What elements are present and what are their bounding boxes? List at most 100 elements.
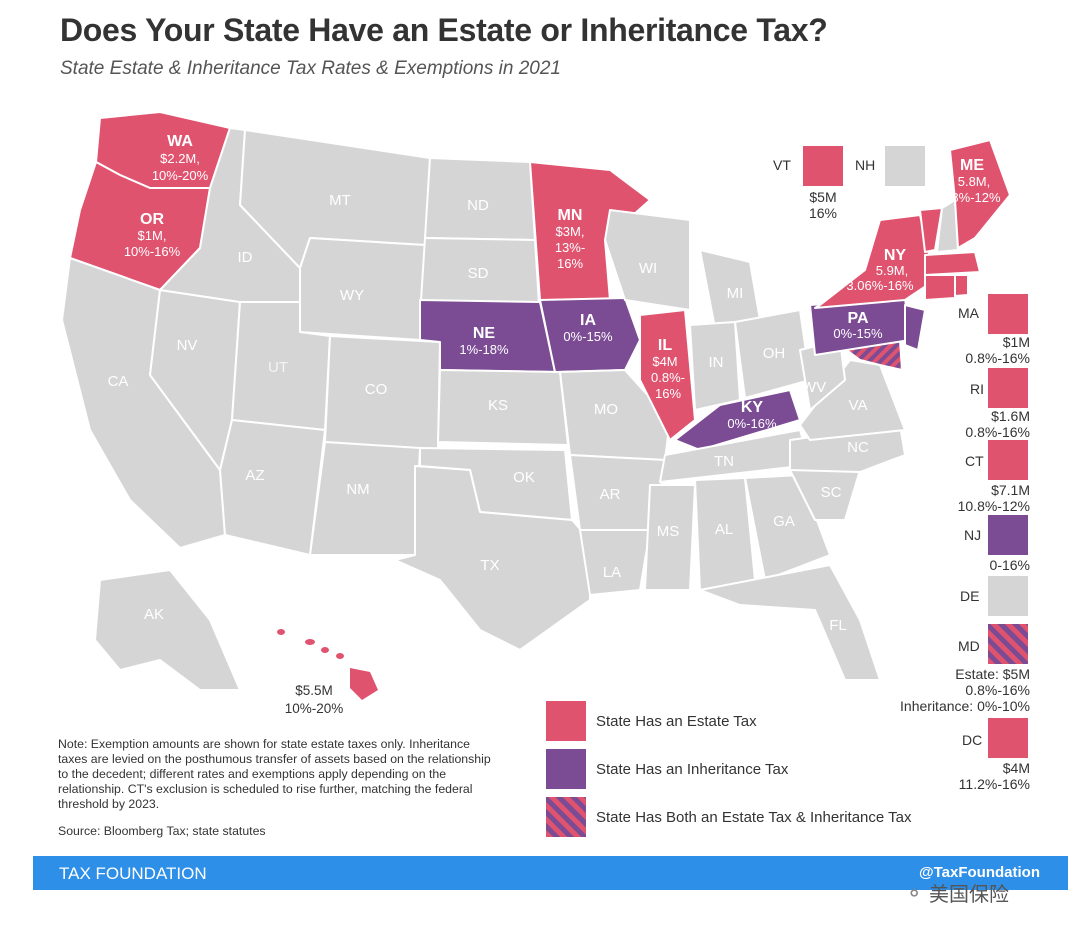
label-mn-l3: 16% bbox=[557, 256, 583, 271]
label-wi: WI bbox=[639, 260, 657, 277]
side-ct-swatch bbox=[988, 440, 1028, 480]
label-wa-l2: 10%-20% bbox=[152, 168, 209, 183]
side-ct-l2: 10.8%-12% bbox=[957, 498, 1030, 514]
state-ct bbox=[924, 274, 956, 301]
side-ma-l1: $1M bbox=[1002, 334, 1030, 350]
page-title: Does Your State Have an Estate or Inheri… bbox=[60, 12, 828, 48]
note-text: Note: Exemption amounts are shown for st… bbox=[58, 737, 491, 811]
label-mn-l1: $3M, bbox=[556, 224, 585, 239]
label-tx: TX bbox=[480, 557, 499, 574]
legend-inheritance-swatch bbox=[546, 749, 586, 789]
label-ny-l1: 5.9M, bbox=[876, 263, 909, 278]
label-ak: AK bbox=[144, 606, 164, 623]
label-ia: IA 0%-15% bbox=[563, 312, 613, 344]
legend-estate-swatch bbox=[546, 701, 586, 741]
side-de-abbr: DE bbox=[960, 588, 980, 604]
state-wy bbox=[299, 237, 426, 341]
label-sd: SD bbox=[468, 265, 489, 282]
state-vt bbox=[919, 207, 943, 253]
label-mo: MO bbox=[594, 401, 618, 418]
state-nm bbox=[309, 441, 421, 556]
side-de-swatch bbox=[988, 576, 1028, 616]
side-nj-l1: 0-16% bbox=[989, 557, 1030, 573]
label-ks: KS bbox=[488, 397, 508, 414]
side-vt-abbr: VT bbox=[773, 157, 791, 173]
footer-bar: TAX FOUNDATION @TaxFoundation bbox=[33, 856, 1068, 890]
label-mi: MI bbox=[727, 285, 744, 302]
state-tx bbox=[394, 465, 591, 651]
side-nh-abbr: NH bbox=[855, 157, 876, 173]
state-ma bbox=[924, 251, 981, 276]
label-la: LA bbox=[603, 564, 621, 581]
label-wv: WV bbox=[802, 379, 826, 396]
label-ky: KY 0%-16% bbox=[727, 399, 777, 431]
label-mt: MT bbox=[329, 192, 351, 209]
watermark-icon: ⚬ bbox=[905, 881, 924, 906]
label-wa-l1: $2.2M, bbox=[160, 151, 200, 166]
label-wa: WA $2.2M, 10%-20% bbox=[152, 133, 209, 183]
side-md-abbr: MD bbox=[958, 638, 980, 654]
label-tn: TN bbox=[714, 453, 734, 470]
label-wy: WY bbox=[340, 287, 364, 304]
side-dc-l2: 11.2%-16% bbox=[958, 776, 1030, 792]
label-sc: SC bbox=[821, 484, 842, 501]
label-me: ME 5.8M, 8%-12% bbox=[951, 157, 1001, 205]
legend-estate: State Has an Estate Tax bbox=[546, 701, 757, 741]
state-ny bbox=[814, 214, 936, 309]
watermark-text: 美国保险 bbox=[929, 884, 1009, 906]
label-or: OR $1M, 10%-16% bbox=[124, 211, 181, 259]
state-ak bbox=[94, 569, 241, 691]
label-ne-l1: 1%-18% bbox=[459, 342, 509, 357]
label-al: AL bbox=[715, 521, 733, 538]
state-nj bbox=[904, 304, 926, 351]
label-pa-abbr: PA bbox=[847, 310, 868, 327]
label-ky-abbr: KY bbox=[741, 399, 764, 416]
label-or-abbr: OR bbox=[140, 211, 164, 228]
label-ny-l2: 3.06%-16% bbox=[846, 278, 914, 293]
state-me bbox=[949, 139, 1011, 249]
side-ct-l1: $7.1M bbox=[991, 482, 1030, 498]
side-dc-l1: $4M bbox=[1002, 760, 1030, 776]
label-oh: OH bbox=[763, 345, 786, 362]
state-fl bbox=[699, 564, 881, 681]
label-il-l3: 16% bbox=[655, 386, 681, 401]
label-wa-abbr: WA bbox=[167, 133, 193, 150]
state-hi bbox=[277, 629, 378, 700]
label-fl: FL bbox=[829, 617, 847, 634]
label-hi-l1: $5.5M bbox=[295, 683, 333, 698]
label-ia-l1: 0%-15% bbox=[563, 329, 613, 344]
side-ct-abbr: CT bbox=[965, 453, 984, 469]
label-il: IL $4M 0.8%- 16% bbox=[651, 337, 685, 401]
label-ia-abbr: IA bbox=[580, 312, 596, 329]
state-ri bbox=[954, 274, 969, 297]
side-nh-swatch bbox=[885, 146, 925, 186]
us-map: WA $2.2M, 10%-20% OR $1M, 10%-16% MN $3M… bbox=[61, 111, 1011, 716]
label-mn: MN $3M, 13%- 16% bbox=[555, 207, 585, 271]
side-vt-swatch bbox=[803, 146, 843, 186]
side-ri-l2: 0.8%-16% bbox=[965, 424, 1030, 440]
state-mo bbox=[559, 369, 671, 461]
label-me-l1: 5.8M, bbox=[958, 174, 991, 189]
label-ky-l1: 0%-16% bbox=[727, 416, 777, 431]
source-text: Source: Bloomberg Tax; state statutes bbox=[58, 824, 266, 838]
label-nd: ND bbox=[467, 197, 489, 214]
legend-both-swatch bbox=[546, 797, 586, 837]
label-il-l1: $4M bbox=[652, 354, 677, 369]
state-az bbox=[219, 419, 326, 556]
label-ms: MS bbox=[657, 523, 680, 540]
label-ga: GA bbox=[773, 513, 795, 530]
side-ri-l1: $1.6M bbox=[991, 408, 1030, 424]
label-il-abbr: IL bbox=[658, 337, 672, 354]
label-ny: NY 5.9M, 3.06%-16% bbox=[846, 247, 914, 293]
side-ma-abbr: MA bbox=[958, 305, 979, 321]
label-pa-l1: 0%-15% bbox=[833, 326, 883, 341]
label-or-l2: 10%-16% bbox=[124, 244, 181, 259]
label-nv: NV bbox=[177, 337, 198, 354]
footer-handle[interactable]: @TaxFoundation bbox=[918, 864, 1040, 881]
state-il bbox=[639, 309, 696, 441]
side-md-swatch bbox=[988, 624, 1028, 664]
label-mn-abbr: MN bbox=[558, 207, 583, 224]
label-in: IN bbox=[709, 354, 724, 371]
side-nj-abbr: NJ bbox=[964, 527, 982, 543]
legend-inheritance: State Has an Inheritance Tax bbox=[546, 749, 788, 789]
